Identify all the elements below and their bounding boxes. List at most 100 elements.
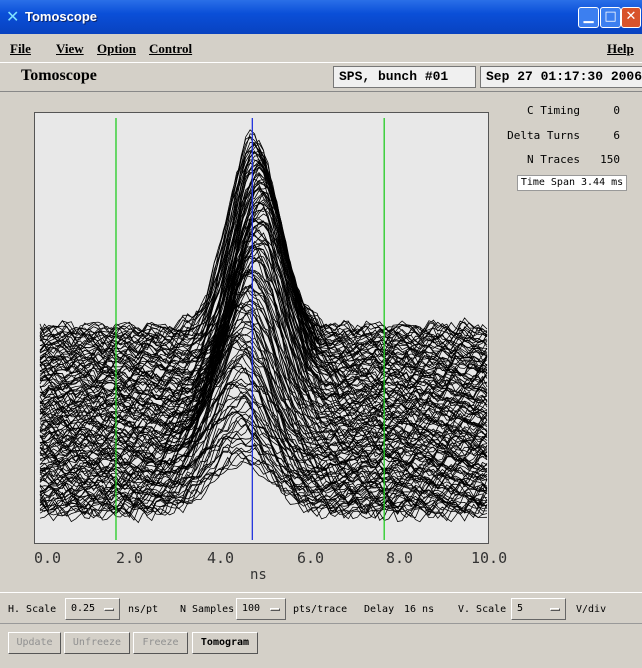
c-timing-label: C Timing: [527, 104, 580, 117]
time-span-display: Time Span 3.44 ms: [517, 175, 627, 191]
trace-line: [39, 456, 488, 522]
trace-line: [39, 382, 488, 492]
trace-line: [39, 161, 488, 363]
trace-line: [39, 390, 488, 495]
n-traces-field[interactable]: N Traces 150: [510, 151, 628, 169]
v-scale-unit: V/div: [576, 604, 607, 615]
trace-line: [39, 290, 488, 440]
trace-line: [39, 255, 488, 424]
window-title: Tomoscope: [25, 9, 97, 24]
trace-line: [39, 178, 488, 369]
trace-line: [39, 187, 488, 382]
trace-line: [39, 410, 488, 503]
v-scale-label: V. Scale: [458, 604, 507, 615]
delta-turns-label: Delta Turns: [507, 129, 580, 142]
trace-line: [39, 334, 488, 467]
trace-line: [39, 422, 488, 509]
header-bar: Tomoscope SPS, bunch #01 Sep 27 01:17:30…: [0, 62, 642, 92]
menu-help[interactable]: Help: [607, 41, 634, 56]
update-button[interactable]: Update: [8, 632, 61, 654]
trace-line: [39, 166, 488, 361]
c-timing-field[interactable]: C Timing 0: [510, 102, 628, 120]
trace-line: [39, 334, 488, 467]
trace-line: [39, 232, 488, 412]
x-icon: ✕: [6, 7, 20, 26]
trace-line: [39, 321, 488, 457]
trace-line: [39, 255, 488, 426]
h-scale-select[interactable]: 0.25: [65, 598, 120, 620]
x-axis-label: ns: [250, 567, 267, 583]
menu-file[interactable]: File: [10, 41, 31, 56]
v-scale-select[interactable]: 5: [511, 598, 566, 620]
trace-line: [39, 395, 488, 496]
trace-line: [39, 366, 488, 483]
trace-line: [39, 414, 488, 505]
x-tick-label: 10.0: [471, 549, 508, 567]
menu-control[interactable]: Control: [149, 41, 193, 56]
h-scale-label: H. Scale: [8, 604, 57, 615]
maximize-button[interactable]: □: [600, 7, 621, 28]
trace-line: [39, 248, 488, 422]
x-tick-label: 0.0: [34, 549, 62, 567]
dropdown-icon: [550, 608, 560, 611]
delay-label: Delay: [364, 604, 395, 615]
freeze-button[interactable]: Freeze: [133, 632, 188, 654]
x-tick-label: 4.0: [207, 549, 235, 567]
trace-line: [39, 423, 488, 511]
trace-line: [39, 194, 488, 385]
dropdown-icon: [104, 608, 114, 611]
trace-line: [39, 353, 488, 476]
trace-line: [39, 271, 488, 433]
n-samples-select[interactable]: 100: [236, 598, 286, 620]
trace-line: [39, 243, 488, 416]
app-title: Tomoscope: [21, 67, 97, 84]
close-button[interactable]: ✕: [621, 7, 641, 28]
n-samples-unit: pts/trace: [293, 604, 348, 615]
button-bar: Update Unfreeze Freeze Tomogram: [0, 624, 642, 668]
x-tick-label: 8.0: [386, 549, 414, 567]
menu-view[interactable]: View: [56, 41, 84, 56]
trace-line: [39, 331, 488, 466]
trace-line: [39, 452, 488, 519]
trace-line: [39, 276, 488, 439]
trace-line: [39, 442, 488, 516]
datetime-field: Sep 27 01:17:30 2006: [480, 66, 642, 88]
trace-line: [39, 447, 487, 516]
trace-line: [39, 327, 488, 464]
trace-line: [39, 201, 488, 392]
trace-line: [39, 202, 488, 386]
trace-line: [39, 451, 488, 522]
menu-option[interactable]: Option: [97, 41, 137, 56]
trace-line: [39, 406, 488, 503]
menu-bar: File View Option Control Help: [0, 34, 642, 62]
x-tick-label: 6.0: [297, 549, 325, 567]
trace-line: [39, 220, 488, 404]
tomogram-button[interactable]: Tomogram: [192, 632, 258, 654]
trace-line: [39, 298, 488, 449]
n-samples-label: N Samples: [180, 604, 235, 615]
trace-line: [39, 366, 488, 479]
c-timing-value: 0: [613, 104, 620, 117]
h-scale-unit: ns/pt: [128, 604, 159, 615]
trace-line: [39, 243, 488, 417]
n-traces-label: N Traces: [527, 153, 580, 166]
delay-value[interactable]: 16 ns: [404, 604, 435, 615]
trace-line: [39, 158, 488, 358]
trace-line: [39, 201, 488, 394]
trace-line: [39, 382, 488, 489]
control-bar: H. Scale 0.25 ns/pt N Samples 100 pts/tr…: [0, 592, 642, 624]
x-tick-label: 2.0: [116, 549, 144, 567]
trace-line: [39, 455, 488, 524]
trace-line: [39, 233, 488, 409]
trace-line: [39, 166, 488, 366]
machine-field: SPS, bunch #01: [333, 66, 476, 88]
delta-turns-value: 6: [613, 129, 620, 142]
trace-line: [39, 159, 488, 353]
title-bar: ✕ Tomoscope ▁ □ ✕: [0, 0, 642, 34]
delta-turns-field[interactable]: Delta Turns 6: [507, 127, 628, 145]
unfreeze-button[interactable]: Unfreeze: [64, 632, 130, 654]
trace-line: [39, 186, 488, 376]
trace-line: [39, 447, 488, 519]
minimize-button[interactable]: ▁: [578, 7, 599, 28]
